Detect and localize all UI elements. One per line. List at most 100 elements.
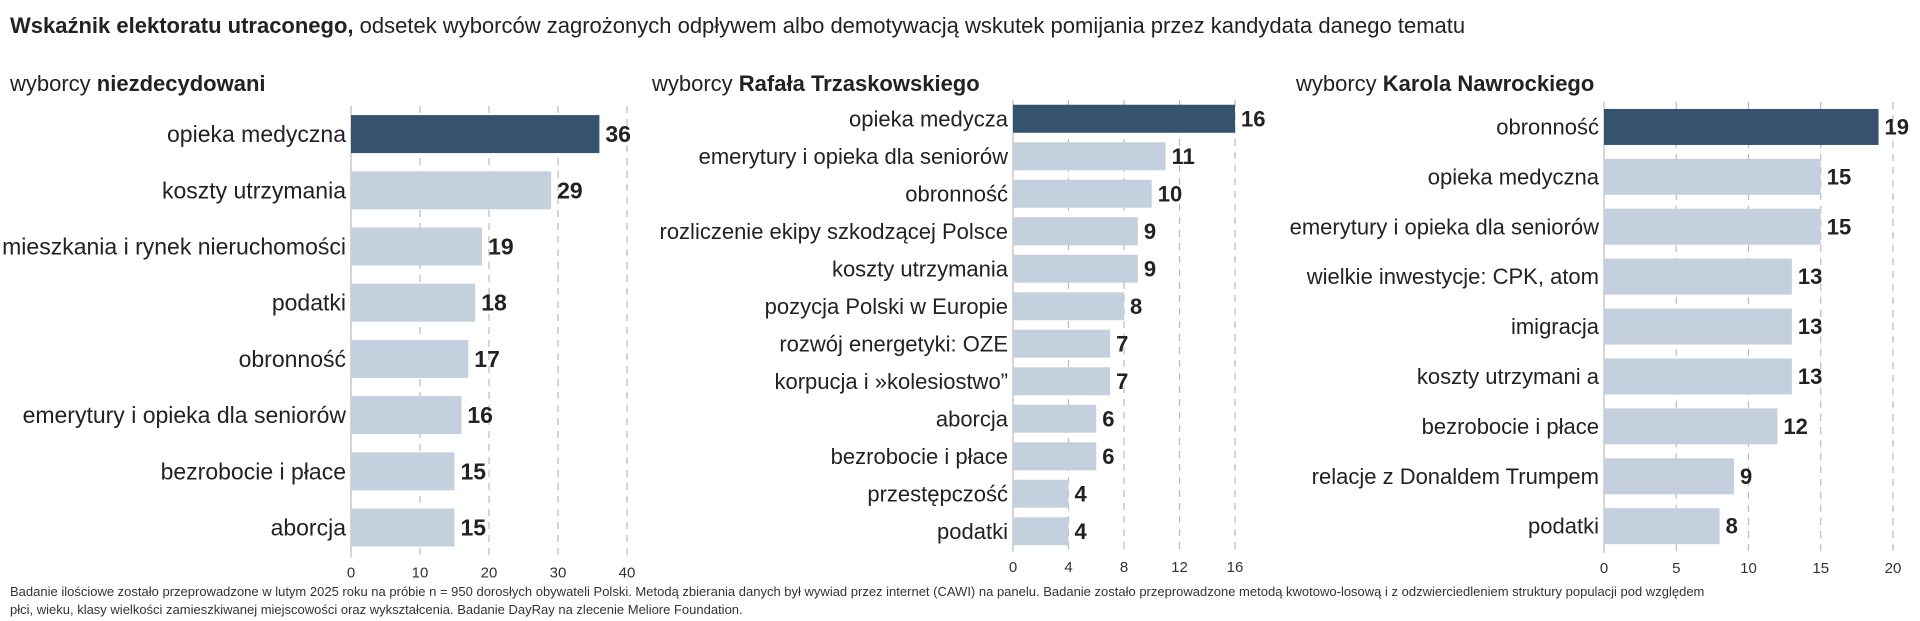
bar — [1604, 308, 1792, 345]
panel-nawrocki-voters: wyborcy Karola Nawrockiego obronność 19 op… — [1290, 70, 1909, 577]
bar — [1604, 258, 1792, 295]
tick-label: 0 — [1009, 559, 1017, 576]
value-label: 13 — [1798, 264, 1822, 289]
bar — [351, 452, 455, 491]
value-label: 19 — [488, 234, 514, 260]
value-label: 15 — [461, 515, 487, 541]
category-label: bezrobocie i płace — [1422, 414, 1599, 439]
value-label: 15 — [1827, 164, 1851, 189]
value-label: 8 — [1130, 294, 1142, 319]
category-label: koszty utrzymania — [832, 256, 1009, 281]
category-label: podatki — [1528, 514, 1599, 539]
bar — [351, 508, 455, 547]
category-label: opieka medyczna — [1428, 164, 1600, 189]
header-title-rest: odsetek wyborców zagrożonych odpływem al… — [353, 13, 1466, 38]
header-title-bold: Wskaźnik elektoratu utraconego, — [10, 13, 354, 38]
category-label: imigracja — [1511, 314, 1600, 339]
tick-label: 8 — [1120, 559, 1128, 576]
value-label: 4 — [1075, 519, 1088, 544]
panel-trzaskowski-voters: wyborcy Rafała Trzaskowskiego opieka med… — [652, 70, 1292, 576]
bar — [351, 283, 476, 322]
category-label: emerytury i opieka dla seniorów — [23, 402, 347, 428]
panel-title-prefix: wyborcy — [652, 71, 739, 96]
category-label: relacje z Donaldem Trumpem — [1312, 464, 1599, 489]
bar — [1013, 142, 1166, 171]
value-label: 9 — [1144, 256, 1156, 281]
footnote: Badanie ilościowe zostało przeprowadzone… — [10, 584, 1705, 617]
bar — [1604, 358, 1792, 395]
category-label: koszty utrzymania — [162, 177, 346, 203]
category-label: wielkie inwestycje: CPK, atom — [1306, 264, 1599, 289]
tick-label: 16 — [1227, 559, 1244, 576]
tick-label: 40 — [619, 565, 636, 582]
category-label: rozliczenie ekipy szkodzącej Polsce — [660, 219, 1009, 244]
value-label: 16 — [467, 402, 493, 428]
value-label: 29 — [557, 177, 583, 203]
category-label: obronność — [905, 181, 1008, 206]
category-label: obronność — [1496, 114, 1599, 139]
value-label: 9 — [1740, 464, 1752, 489]
bar — [1604, 158, 1821, 195]
tick-label: 20 — [1885, 560, 1902, 577]
tick-label: 10 — [412, 565, 429, 582]
category-label: korpucja i »kolesiostwo” — [774, 369, 1008, 394]
bar — [1013, 104, 1235, 133]
panel-title: wyborcy Rafała Trzaskowskiego — [652, 70, 980, 98]
bar — [1013, 517, 1069, 546]
bar — [1604, 508, 1720, 545]
value-label: 17 — [474, 346, 500, 372]
bar — [351, 115, 600, 154]
category-label: aborcja — [936, 406, 1009, 431]
panel-title: wyborcy Karola Nawrockiego — [1296, 70, 1594, 98]
bar — [1013, 179, 1152, 208]
tick-label: 0 — [347, 565, 355, 582]
chart-nawrocki-voters: obronność 19 opieka medyczna 15 emerytury i … — [1290, 102, 1909, 577]
bar — [1013, 217, 1138, 246]
category-label: mieszkania i rynek nieruchomości — [2, 234, 346, 260]
value-label: 13 — [1798, 314, 1822, 339]
panel-title-bold: niezdecydowani — [96, 71, 266, 96]
panel-undecided-voters: wyborcy niezdecydowani opieka medyczna 36… — [2, 70, 640, 582]
category-label: koszty utrzymani a — [1417, 364, 1600, 389]
value-label: 6 — [1102, 406, 1114, 431]
tick-label: 10 — [1740, 560, 1757, 577]
value-label: 18 — [481, 290, 507, 316]
bar — [351, 396, 462, 435]
value-label: 9 — [1144, 219, 1156, 244]
category-label: emerytury i opieka dla seniorów — [1290, 214, 1599, 239]
value-label: 10 — [1158, 181, 1182, 206]
category-label: emerytury i opieka dla seniorów — [699, 144, 1008, 169]
bar — [1013, 254, 1138, 283]
bar — [1604, 208, 1821, 245]
bar — [351, 339, 469, 378]
value-label: 6 — [1102, 444, 1114, 469]
value-label: 13 — [1798, 364, 1822, 389]
value-label: 7 — [1116, 369, 1128, 394]
bar — [1013, 404, 1097, 433]
bar — [1013, 367, 1111, 396]
tick-label: 20 — [481, 565, 498, 582]
tick-label: 0 — [1600, 560, 1608, 577]
value-label: 12 — [1783, 414, 1807, 439]
chart-undecided-voters: opieka medyczna 36 koszty utrzymania 29 mies… — [2, 106, 635, 582]
tick-label: 5 — [1672, 560, 1680, 577]
category-label: opieka medyczna — [167, 121, 346, 147]
category-label: aborcja — [271, 515, 347, 541]
bar — [1013, 479, 1069, 508]
bar — [1604, 108, 1879, 145]
category-label: rozwój energetyki: OZE — [779, 331, 1008, 356]
category-label: opieka medycza — [849, 106, 1009, 131]
chart-trzaskowski-voters: opieka medycza 16 emerytury i opieka dla s… — [660, 100, 1265, 576]
bar — [351, 227, 483, 266]
tick-label: 15 — [1812, 560, 1829, 577]
value-label: 7 — [1116, 331, 1128, 356]
value-label: 16 — [1241, 106, 1265, 131]
value-label: 36 — [605, 121, 631, 147]
category-label: bezrobocie i płace — [161, 458, 346, 484]
bar — [1013, 442, 1097, 471]
value-label: 15 — [461, 458, 487, 484]
bar — [1013, 329, 1111, 358]
chart-header: Wskaźnik elektoratu utraconego, odsetek … — [10, 12, 1910, 40]
panel-title-bold: Karola Nawrockiego — [1382, 71, 1595, 96]
value-label: 4 — [1075, 481, 1088, 506]
